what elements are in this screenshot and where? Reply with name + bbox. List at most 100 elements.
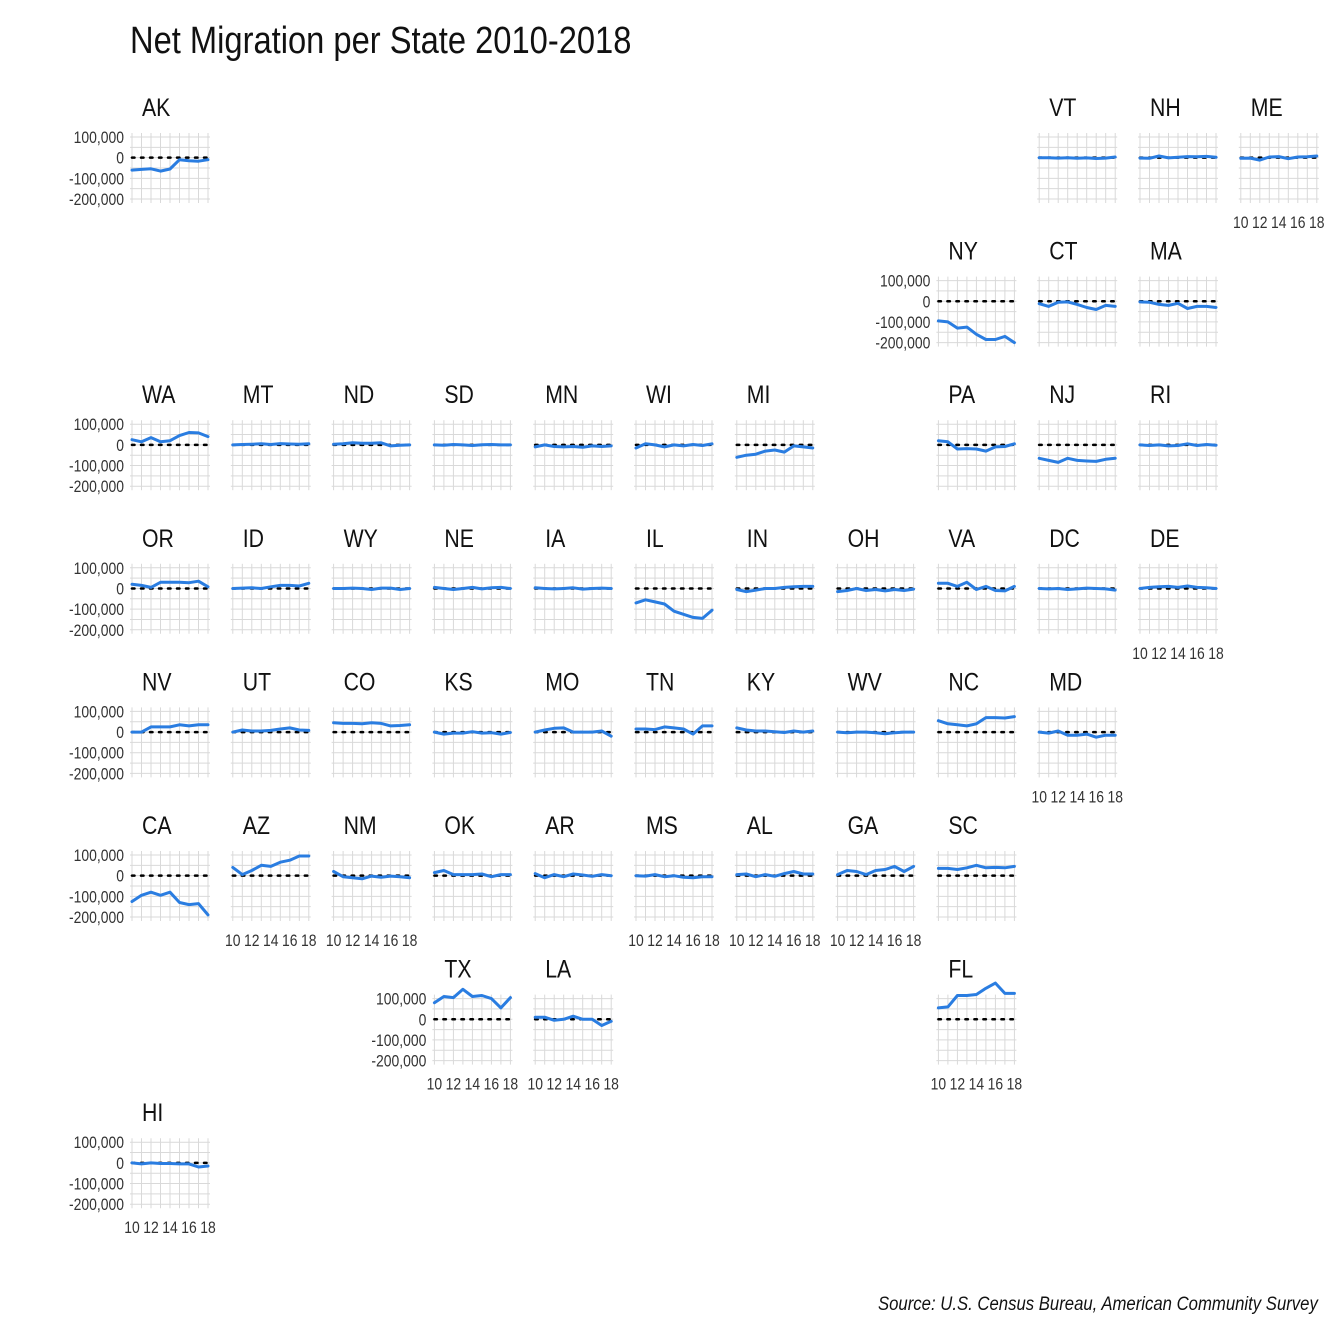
x-tick-label: 14 (465, 1075, 481, 1094)
series-line (634, 598, 714, 620)
x-tick-label: 10 (225, 932, 241, 951)
x-tick-label: 10 (1233, 214, 1249, 233)
x-tick-label: 16 (584, 1075, 599, 1094)
x-tick-label: 10 (931, 1075, 947, 1094)
panel-ma: MA (1138, 237, 1218, 347)
series-line (1138, 300, 1218, 310)
x-tick-label: 16 (383, 932, 398, 951)
panel-nc: NC (936, 668, 1017, 778)
panel-label: ME (1251, 93, 1283, 121)
panel-label: OH (848, 524, 880, 552)
x-tick-label: 16 (181, 1219, 196, 1238)
panel-label: IA (545, 524, 566, 552)
x-tick-label: 14 (1069, 788, 1085, 807)
y-tick-label: -200,000 (69, 622, 124, 641)
panel-me: ME 10 12 14 16 18 (1233, 93, 1324, 232)
panel-label: RI (1150, 381, 1171, 409)
panel-tn: TN (634, 668, 714, 778)
x-tick-label: 18 (301, 932, 316, 951)
y-tick-label: 0 (116, 437, 124, 456)
panel-label: IL (646, 524, 664, 552)
panel-label: SD (444, 381, 474, 409)
series-line (231, 726, 311, 734)
panel-label: VT (1049, 93, 1076, 121)
series-line (533, 726, 613, 738)
panel-sd: SD (432, 381, 513, 491)
series-line (432, 869, 512, 879)
panel-wi: WI (634, 381, 714, 491)
panel-nm: NM 10 12 14 16 18 (326, 811, 417, 950)
panel-label: WI (646, 381, 672, 409)
series-line (735, 726, 815, 734)
panel-label: AL (747, 811, 773, 839)
x-tick-label: 14 (565, 1075, 581, 1094)
series-line (231, 854, 311, 877)
panel-label: CA (142, 811, 172, 839)
y-tick-label: 100,000 (74, 1134, 125, 1153)
y-tick-label: 0 (419, 1011, 427, 1030)
series-line (533, 1014, 613, 1027)
y-tick-label: -200,000 (69, 1196, 124, 1215)
x-tick-label: 18 (1208, 645, 1223, 664)
y-tick-label: 100,000 (74, 416, 125, 435)
panel-label: FL (948, 955, 973, 983)
series-line (231, 581, 311, 590)
panel-dc: DC (1037, 524, 1118, 634)
chart-title: Net Migration per State 2010-2018 (130, 20, 632, 62)
y-tick-label: -100,000 (69, 888, 124, 907)
panel-nh: NH (1138, 93, 1218, 203)
x-tick-label: 10 (326, 932, 342, 951)
panel-label: MD (1049, 668, 1082, 696)
panel-ri: RI (1138, 381, 1218, 491)
panel-label: NH (1150, 93, 1181, 121)
series-line (332, 721, 412, 728)
series-line (130, 890, 210, 917)
y-tick-label: -100,000 (69, 745, 124, 764)
x-tick-label: 12 (1151, 645, 1166, 664)
panel-wv: WV (835, 668, 916, 778)
x-tick-label: 14 (868, 932, 884, 951)
series-line (836, 587, 916, 594)
y-tick-label: 100,000 (74, 560, 125, 579)
panel-label: AK (142, 93, 171, 121)
series-line (836, 864, 916, 877)
panel-label: NV (142, 668, 172, 696)
x-tick-label: 12 (849, 932, 864, 951)
panel-ne: NE (432, 524, 513, 634)
panel-label: PA (948, 381, 975, 409)
panel-pa: PA (936, 381, 1017, 491)
series-line (533, 443, 613, 449)
x-tick-label: 16 (685, 932, 700, 951)
y-tick-label: -100,000 (69, 1175, 124, 1194)
panel-label: GA (848, 811, 879, 839)
panel-oh: OH (835, 524, 916, 634)
y-tick-label: 0 (923, 293, 931, 312)
y-tick-label: -200,000 (371, 1052, 426, 1071)
panel-ct: CT (1037, 237, 1118, 347)
panel-label: NM (344, 811, 377, 839)
series-line (432, 730, 512, 736)
x-tick-label: 12 (345, 932, 360, 951)
panel-vt: VT (1037, 93, 1118, 203)
panel-az: AZ 10 12 14 16 18 (225, 811, 316, 950)
panel-de: DE 10 12 14 16 18 (1132, 524, 1223, 663)
panel-label: TX (444, 955, 471, 983)
x-tick-label: 10 (1031, 788, 1047, 807)
x-tick-label: 12 (1050, 788, 1065, 807)
panel-mt: MT (230, 381, 311, 491)
x-tick-label: 16 (786, 932, 801, 951)
series-line (432, 987, 512, 1010)
panel-md: MD 10 12 14 16 18 (1031, 668, 1122, 807)
panel-label: NY (948, 237, 978, 265)
panel-label: VA (948, 524, 975, 552)
x-tick-label: 12 (1252, 214, 1267, 233)
x-tick-label: 14 (364, 932, 380, 951)
panel-label: AZ (243, 811, 270, 839)
panel-nj: NJ (1037, 381, 1118, 491)
y-tick-label: -200,000 (69, 765, 124, 784)
y-tick-label: 0 (116, 867, 124, 886)
panel-label: ID (243, 524, 264, 552)
